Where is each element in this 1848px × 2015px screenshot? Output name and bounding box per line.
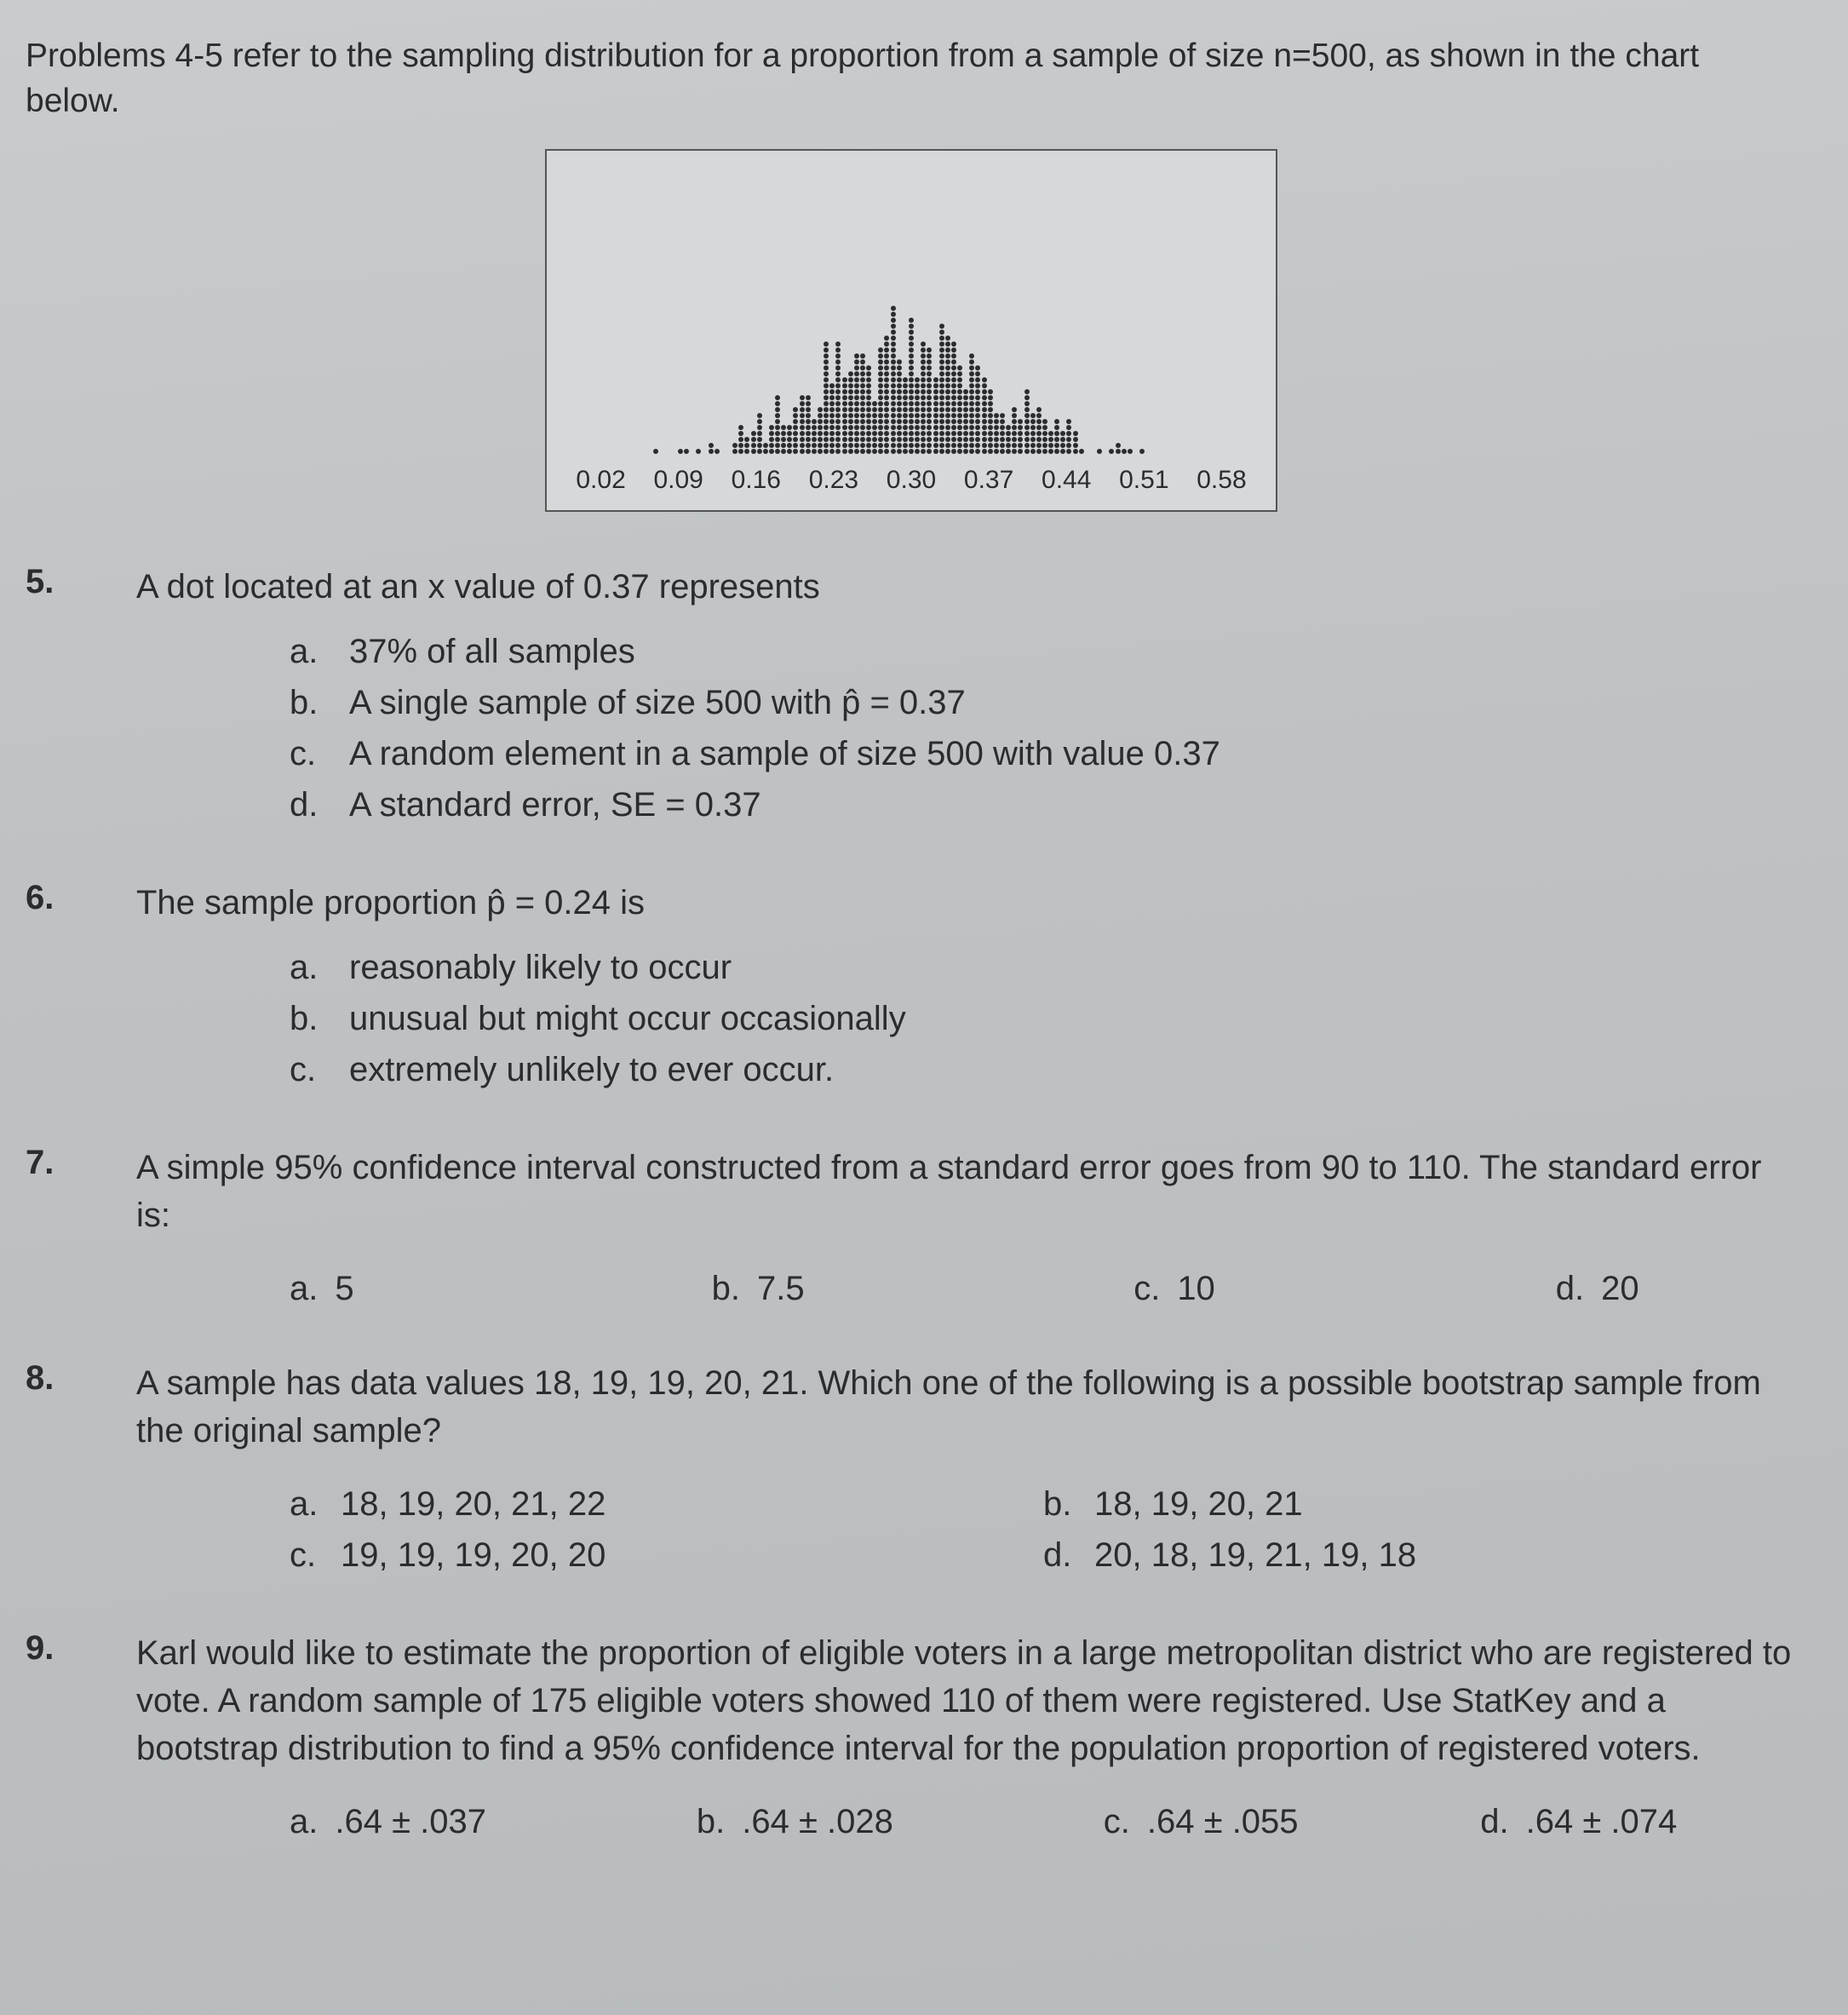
opt-label: d. (1480, 1798, 1508, 1846)
question-7: 7. A simple 95% confidence interval cons… (26, 1144, 1797, 1312)
opt-text: 18, 19, 20, 21, 22 (341, 1480, 605, 1528)
option-a: a. .64 ± .037 (290, 1798, 697, 1846)
opt-text: A standard error, SE = 0.37 (349, 781, 761, 829)
x-axis-labels: 0.020.090.160.230.300.370.440.510.58 (547, 457, 1276, 510)
options: a. .64 ± .037 b. .64 ± .028 c. .64 ± .055 d… (136, 1798, 1797, 1846)
opt-text: 20, 18, 19, 21, 19, 18 (1094, 1531, 1416, 1579)
option-a: a.18, 19, 20, 21, 22 (290, 1480, 1043, 1528)
question-body: Karl would like to estimate the proporti… (136, 1629, 1797, 1846)
question-number: 8. (26, 1359, 136, 1398)
option-d: d. .64 ± .074 (1480, 1798, 1797, 1846)
opt-label: c. (290, 1531, 341, 1579)
opt-text: 37% of all samples (349, 628, 635, 675)
option-b: b.unusual but might occur occasionally (290, 995, 1797, 1042)
opt-label: c. (1104, 1798, 1130, 1846)
option-b: b. 7.5 (712, 1265, 1134, 1312)
opt-text: reasonably likely to occur (349, 944, 732, 991)
question-body: A dot located at an x value of 0.37 repr… (136, 563, 1797, 832)
opt-text: unusual but might occur occasionally (349, 995, 906, 1042)
options: a.37% of all samples b.A single sample o… (136, 628, 1797, 829)
opt-label: c. (290, 730, 349, 778)
options-col-left: a.18, 19, 20, 21, 22 c.19, 19, 19, 20, 2… (290, 1480, 1043, 1582)
x-tick-label: 0.58 (1183, 466, 1260, 495)
dotplot-canvas (547, 151, 1276, 457)
opt-text: extremely unlikely to ever occur. (349, 1046, 834, 1094)
x-tick-label: 0.51 (1105, 466, 1183, 495)
opt-text: 10 (1177, 1265, 1215, 1312)
option-a: a. 5 (290, 1265, 712, 1312)
option-c: c.extremely unlikely to ever occur. (290, 1046, 1797, 1094)
opt-label: a. (290, 944, 349, 991)
option-c: c.A random element in a sample of size 5… (290, 730, 1797, 778)
question-stem: Karl would like to estimate the proporti… (136, 1629, 1797, 1772)
question-8: 8. A sample has data values 18, 19, 19, … (26, 1359, 1797, 1582)
opt-label: d. (290, 781, 349, 829)
chart-container: 0.020.090.160.230.300.370.440.510.58 (545, 149, 1277, 512)
opt-text: 20 (1601, 1265, 1639, 1312)
opt-text: .64 ± .037 (335, 1798, 486, 1846)
opt-text: 5 (335, 1265, 353, 1312)
options: a.reasonably likely to occur b.unusual b… (136, 944, 1797, 1094)
question-stem: A dot located at an x value of 0.37 repr… (136, 563, 1797, 611)
opt-text: .64 ± .074 (1526, 1798, 1678, 1846)
question-stem: A sample has data values 18, 19, 19, 20,… (136, 1359, 1797, 1455)
question-stem: The sample proportion p̂ = 0.24 is (136, 879, 1797, 927)
option-c: c.19, 19, 19, 20, 20 (290, 1531, 1043, 1579)
question-stem: A simple 95% confidence interval constru… (136, 1144, 1797, 1239)
opt-label: c. (1133, 1265, 1160, 1312)
opt-text: 19, 19, 19, 20, 20 (341, 1531, 605, 1579)
opt-label: a. (290, 1265, 318, 1312)
x-tick-label: 0.16 (717, 466, 795, 495)
opt-label: b. (290, 679, 349, 726)
question-6: 6. The sample proportion p̂ = 0.24 is a.… (26, 879, 1797, 1097)
opt-label: a. (290, 1480, 341, 1528)
option-d: d.A standard error, SE = 0.37 (290, 781, 1797, 829)
x-tick-label: 0.23 (795, 466, 872, 495)
option-b: b.18, 19, 20, 21 (1043, 1480, 1797, 1528)
opt-text: 7.5 (757, 1265, 805, 1312)
opt-text: .64 ± .028 (742, 1798, 893, 1846)
opt-label: d. (1043, 1531, 1094, 1579)
question-number: 9. (26, 1629, 136, 1668)
opt-label: b. (712, 1265, 740, 1312)
question-number: 7. (26, 1144, 136, 1182)
opt-label: c. (290, 1046, 349, 1094)
x-tick-label: 0.02 (562, 466, 640, 495)
options-col-right: b.18, 19, 20, 21 d.20, 18, 19, 21, 19, 1… (1043, 1480, 1797, 1582)
x-tick-label: 0.30 (872, 466, 950, 495)
opt-text: 18, 19, 20, 21 (1094, 1480, 1303, 1528)
option-b: b.A single sample of size 500 with p̂ = … (290, 679, 1797, 726)
options: a. 5 b. 7.5 c. 10 d. 20 (136, 1265, 1797, 1312)
intro-text: Problems 4-5 refer to the sampling distr… (26, 34, 1797, 123)
option-d: d.20, 18, 19, 21, 19, 18 (1043, 1531, 1797, 1579)
option-a: a.reasonably likely to occur (290, 944, 1797, 991)
question-body: A simple 95% confidence interval constru… (136, 1144, 1797, 1312)
opt-label: a. (290, 1798, 318, 1846)
option-c: c. 10 (1133, 1265, 1556, 1312)
opt-text: .64 ± .055 (1147, 1798, 1299, 1846)
chart-frame: 0.020.090.160.230.300.370.440.510.58 (545, 149, 1277, 512)
x-tick-label: 0.37 (950, 466, 1028, 495)
opt-label: d. (1556, 1265, 1584, 1312)
opt-label: a. (290, 628, 349, 675)
opt-label: b. (290, 995, 349, 1042)
page: Problems 4-5 refer to the sampling distr… (0, 0, 1848, 2015)
option-a: a.37% of all samples (290, 628, 1797, 675)
options: a.18, 19, 20, 21, 22 c.19, 19, 19, 20, 2… (136, 1480, 1797, 1582)
opt-label: b. (697, 1798, 725, 1846)
option-b: b. .64 ± .028 (697, 1798, 1104, 1846)
opt-label: b. (1043, 1480, 1094, 1528)
opt-text: A single sample of size 500 with p̂ = 0.… (349, 679, 966, 726)
x-tick-label: 0.44 (1028, 466, 1105, 495)
question-5: 5. A dot located at an x value of 0.37 r… (26, 563, 1797, 832)
question-body: A sample has data values 18, 19, 19, 20,… (136, 1359, 1797, 1582)
question-body: The sample proportion p̂ = 0.24 is a.rea… (136, 879, 1797, 1097)
option-d: d. 20 (1556, 1265, 1797, 1312)
x-tick-label: 0.09 (640, 466, 717, 495)
question-9: 9. Karl would like to estimate the propo… (26, 1629, 1797, 1846)
question-number: 5. (26, 563, 136, 601)
opt-text: A random element in a sample of size 500… (349, 730, 1220, 778)
option-c: c. .64 ± .055 (1104, 1798, 1481, 1846)
question-number: 6. (26, 879, 136, 917)
